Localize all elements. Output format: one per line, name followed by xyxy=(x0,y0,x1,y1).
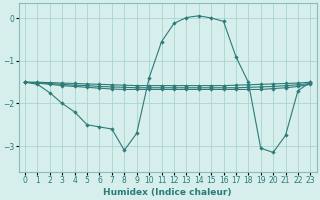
X-axis label: Humidex (Indice chaleur): Humidex (Indice chaleur) xyxy=(103,188,232,197)
